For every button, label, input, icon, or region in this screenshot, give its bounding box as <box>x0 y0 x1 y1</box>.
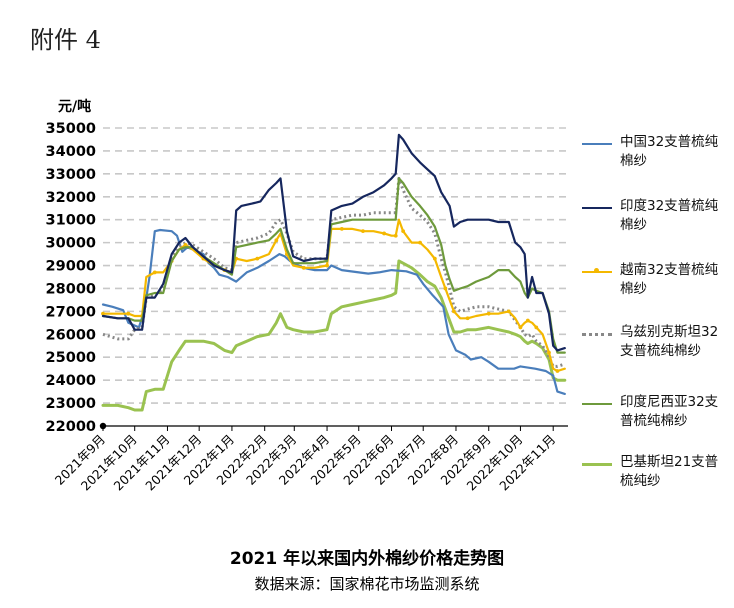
series-line-pakistan <box>101 259 567 412</box>
series-point-vietnam <box>518 325 523 330</box>
legend-swatch <box>582 403 612 405</box>
y-tick-label: 28000 <box>46 281 96 297</box>
series-point-vietnam <box>101 311 105 316</box>
x-axis <box>99 422 568 430</box>
series-point-vietnam <box>401 229 406 234</box>
series-point-vietnam <box>274 238 279 243</box>
y-tick-label: 26000 <box>46 327 96 343</box>
y-tick-label: 30000 <box>46 236 96 252</box>
y-axis-ticks: 22000 23000 24000 25000 26000 27000 28000 29000… <box>46 121 96 435</box>
legend-swatch <box>582 268 612 273</box>
series-point-vietnam <box>183 243 188 247</box>
series-point-vietnam <box>152 270 157 275</box>
series-point-vietnam <box>382 231 387 236</box>
series-point-vietnam <box>393 233 398 238</box>
y-tick-label: 31000 <box>46 213 96 229</box>
series-point-vietnam <box>432 256 437 261</box>
y-tick-label: 33000 <box>46 167 96 183</box>
series-point-vietnam <box>465 316 470 321</box>
series-point-vietnam <box>361 229 365 234</box>
y-tick-label: 35000 <box>46 121 96 137</box>
series-line-india <box>101 133 566 352</box>
legend-label: 乌兹别克斯坦32支普梳纯棉纱 <box>620 324 719 359</box>
y-tick-label: 23000 <box>46 396 96 412</box>
y-tick-label: 29000 <box>46 259 96 275</box>
legend-swatch <box>582 143 612 145</box>
series-line-uzbekistan <box>102 176 566 368</box>
series-point-vietnam <box>443 286 448 291</box>
legend-swatch <box>582 463 612 466</box>
series-point-vietnam <box>506 309 511 314</box>
series-point-vietnam <box>126 311 131 316</box>
series-point-vietnam <box>486 311 491 316</box>
chart-title: 2021 年以来国内外棉纱价格走势图 <box>229 549 505 569</box>
y-tick-label: 25000 <box>46 350 96 366</box>
series-point-vietnam <box>534 325 539 330</box>
legend-marker <box>594 268 599 273</box>
legend-swatch <box>582 207 612 209</box>
y-tick-label: 22000 <box>46 419 96 435</box>
x-axis-ticks: 2021年9月2021年10月2021年11月2021年12月2022年1月20… <box>52 426 558 494</box>
legend-label: 越南32支普梳纯棉纱 <box>620 262 719 297</box>
legend-label: 印度尼西亚32支普梳纯棉纱 <box>620 394 719 429</box>
series-point-vietnam <box>418 240 422 245</box>
y-axis-unit: 元/吨 <box>58 98 91 115</box>
legend-swatch <box>582 333 612 336</box>
y-tick-label: 32000 <box>46 190 96 206</box>
series-point-vietnam <box>451 309 456 314</box>
series-point-vietnam <box>547 350 551 355</box>
series-point-vietnam <box>301 265 306 270</box>
series-point-vietnam <box>255 256 260 261</box>
y-tick-label: 24000 <box>46 373 96 389</box>
series-point-vietnam <box>339 226 344 231</box>
legend-label: 巴基斯坦21支普梳纯纱 <box>620 454 719 489</box>
attachment-label: 附件 4 <box>30 26 101 54</box>
series-point-vietnam <box>555 369 560 373</box>
series-point-vietnam <box>525 318 530 323</box>
series-line-indonesia <box>101 177 566 354</box>
series-lines <box>101 133 567 412</box>
legend-label: 中国32支普梳纯棉纱 <box>620 134 719 169</box>
series-point-vietnam <box>325 263 329 268</box>
chart-source: 数据来源：国家棉花市场监测系统 <box>254 575 480 593</box>
y-tick-label: 34000 <box>46 144 96 160</box>
legend-label: 印度32支普梳纯棉纱 <box>620 198 719 233</box>
y-tick-label: 27000 <box>46 304 96 320</box>
